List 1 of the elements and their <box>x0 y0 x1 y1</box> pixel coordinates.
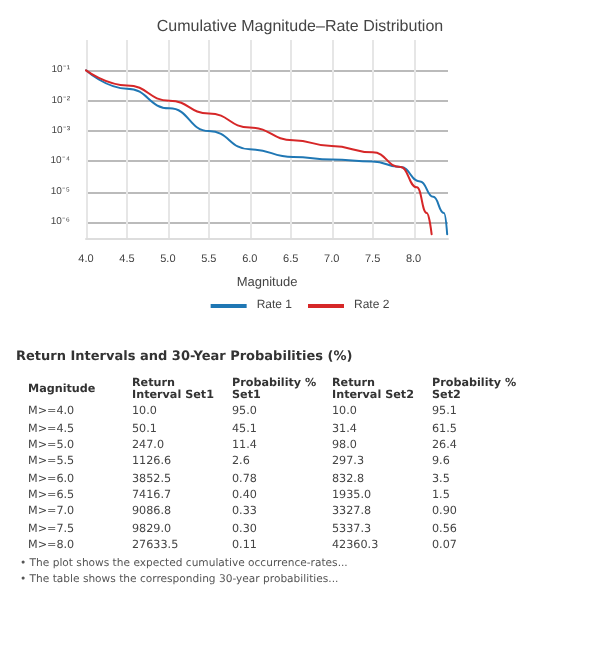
chart-title: Cumulative Magnitude–Rate Distribution <box>156 17 444 35</box>
